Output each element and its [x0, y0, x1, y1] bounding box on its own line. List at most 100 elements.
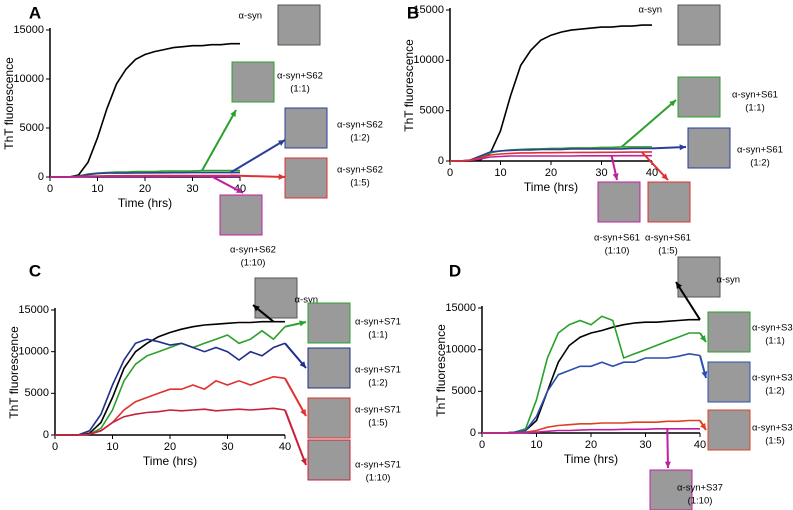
arrow — [675, 281, 701, 321]
series-label: α-syn+S61 — [594, 233, 640, 244]
series-label: α-syn — [639, 5, 662, 16]
y-tick-label: 0 — [470, 427, 476, 439]
x-axis-title: Time (hrs) — [118, 196, 172, 210]
arrow — [201, 109, 237, 172]
series-label: α-syn+S62 — [230, 245, 276, 256]
y-tick-label: 0 — [438, 155, 444, 167]
em-inset — [307, 439, 351, 481]
em-inset — [307, 302, 351, 344]
em-inset — [687, 127, 731, 169]
series-line — [55, 407, 286, 436]
em-inset — [677, 76, 721, 118]
em-inset — [307, 347, 351, 389]
y-tick-label: 15000 — [13, 24, 44, 36]
em-inset — [707, 311, 751, 353]
series-label: α-syn — [717, 275, 740, 286]
series-label: α-syn+S37 — [752, 423, 793, 434]
series-label: α-syn+S37 — [752, 323, 793, 334]
arrowhead — [661, 173, 668, 180]
arrow — [284, 409, 307, 466]
em-inset — [284, 157, 328, 199]
x-tick-label: 20 — [585, 439, 597, 451]
y-tick-label: 5000 — [452, 385, 476, 397]
x-tick-label: 0 — [47, 183, 53, 195]
em-inset — [707, 361, 751, 403]
x-tick-label: 0 — [479, 439, 485, 451]
series-line — [55, 326, 286, 436]
x-tick-label: 10 — [494, 167, 506, 179]
arrowhead — [700, 423, 706, 430]
series-line — [482, 318, 700, 434]
series-ratio: (1:2) — [350, 133, 370, 144]
series-ratio: (1:10) — [366, 473, 391, 484]
series-line — [450, 154, 652, 162]
series-line — [50, 175, 240, 178]
series-ratio: (1:1) — [368, 330, 388, 341]
panel-letter: B — [407, 3, 419, 22]
arrowhead — [230, 110, 236, 117]
arrow — [229, 139, 286, 174]
x-tick-label: 40 — [694, 439, 706, 451]
em-inset — [219, 194, 263, 236]
arrowhead — [299, 361, 306, 368]
y-axis-title: ThT fluorescence — [2, 57, 16, 150]
y-tick-label: 5000 — [20, 122, 44, 134]
series-label: α-syn+S71 — [355, 317, 401, 328]
series-label: α-syn+S62 — [277, 71, 323, 82]
arrowhead — [236, 187, 243, 193]
arrowhead — [299, 320, 306, 327]
series-label: α-syn+S62 — [337, 165, 383, 176]
y-tick-label: 0 — [43, 429, 49, 441]
em-inset — [707, 409, 751, 451]
x-tick-label: 0 — [52, 441, 58, 453]
series-label: α-syn+S71 — [355, 405, 401, 416]
x-tick-label: 20 — [139, 183, 151, 195]
em-inset — [307, 397, 351, 439]
em-inset — [677, 4, 721, 46]
series-ratio: (1:1) — [290, 84, 310, 95]
y-tick-label: 15000 — [413, 4, 444, 16]
series-line — [55, 338, 286, 436]
series-line — [482, 352, 701, 434]
arrow — [666, 428, 669, 469]
arrowhead — [278, 140, 285, 146]
arrowhead — [612, 173, 619, 180]
series-label: α-syn+S37 — [677, 483, 723, 494]
series-line — [482, 428, 700, 434]
arrowhead — [300, 409, 306, 416]
x-tick-label: 0 — [447, 167, 453, 179]
y-tick-label: 10000 — [445, 344, 476, 356]
y-tick-label: 0 — [38, 171, 44, 183]
em-inset — [277, 4, 321, 46]
arrow — [641, 151, 669, 181]
arrow — [284, 377, 307, 417]
x-tick-label: 20 — [164, 441, 176, 453]
arrowhead — [664, 461, 671, 468]
em-inset — [649, 469, 693, 510]
y-tick-label: 10000 — [13, 73, 44, 85]
panel-letter: A — [29, 3, 41, 22]
series-ratio: (1:5) — [765, 436, 785, 447]
y-tick-label: 15000 — [445, 302, 476, 314]
x-tick-label: 30 — [595, 167, 607, 179]
series-ratio: (1:2) — [368, 378, 388, 389]
panel-letter: D — [449, 261, 461, 280]
x-tick-label: 30 — [639, 439, 651, 451]
series-ratio: (1:10) — [605, 246, 630, 257]
x-tick-label: 40 — [279, 441, 291, 453]
em-inset — [597, 181, 641, 223]
y-axis-title: ThT fluorescence — [7, 326, 21, 419]
series-line — [450, 147, 652, 162]
series-label: α-syn — [295, 295, 318, 306]
series-ratio: (1:2) — [765, 386, 785, 397]
series-line — [50, 42, 240, 178]
x-axis-title: Time (hrs) — [524, 180, 578, 194]
x-axis-title: Time (hrs) — [564, 452, 618, 466]
x-tick-label: 40 — [646, 167, 658, 179]
series-label: α-syn — [239, 11, 262, 22]
arrowhead — [679, 144, 686, 151]
arrowhead — [701, 371, 708, 378]
series-label: α-syn+S61 — [645, 233, 691, 244]
series-ratio: (1:1) — [745, 103, 765, 114]
y-tick-label: 5000 — [25, 387, 49, 399]
